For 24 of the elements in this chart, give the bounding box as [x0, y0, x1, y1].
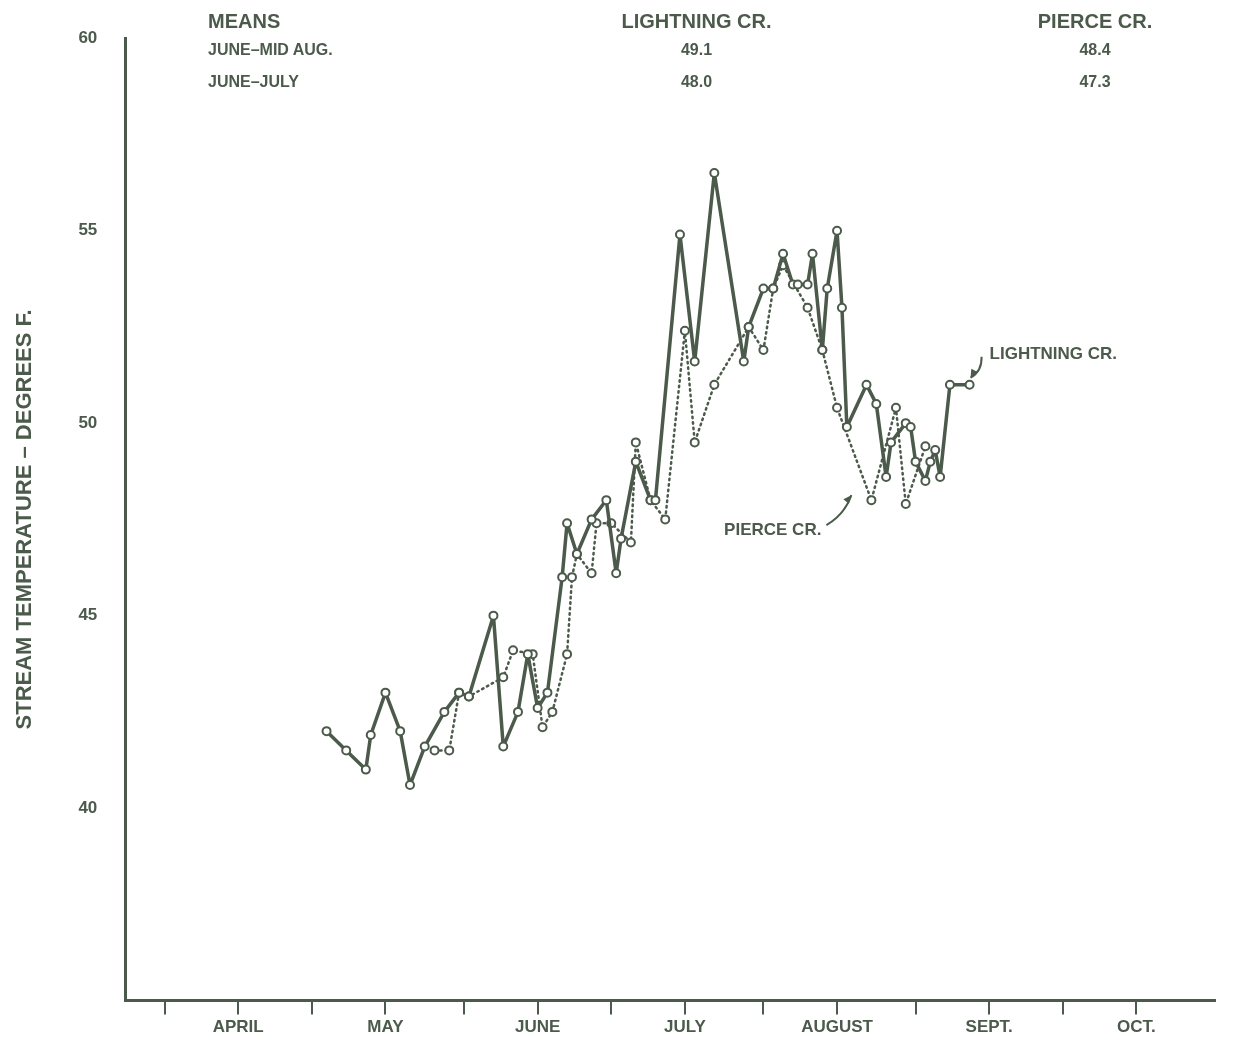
annotation: 49.1	[679, 40, 714, 60]
annotation: 47.3	[1078, 72, 1112, 92]
x-tick-label: SEPT.	[965, 1017, 1013, 1037]
x-tick-label: JUNE	[514, 1017, 561, 1037]
annotation: 48.0	[679, 72, 714, 92]
annotation: JUNE–MID AUG.	[208, 40, 334, 60]
text: PIERCE CR.	[724, 519, 822, 539]
series-label: LIGHTNING CR.	[989, 344, 1118, 364]
y-tick-label: 50	[78, 412, 98, 432]
y-tick-label: 40	[78, 797, 98, 817]
annotation: 48.4	[1078, 40, 1112, 60]
y-tick-label: 60	[78, 27, 98, 47]
y-axis-title: STREAM TEMPERATURE – DEGREES F.	[11, 309, 37, 730]
x-tick-label: APRIL	[212, 1017, 264, 1037]
x-tick-label: AUGUST	[801, 1017, 874, 1037]
text: MEANS	[208, 9, 282, 34]
text: PIERCE CR.	[1036, 9, 1154, 34]
x-tick-label: OCT.	[1117, 1017, 1156, 1037]
annotation: JUNE–JULY	[208, 72, 300, 92]
y-tick-label: 55	[78, 220, 98, 240]
x-tick-label: MAY	[367, 1017, 405, 1037]
y-tick-label: 45	[78, 605, 98, 625]
text: LIGHTNING CR.	[620, 9, 773, 34]
x-tick-label: JULY	[663, 1017, 707, 1037]
